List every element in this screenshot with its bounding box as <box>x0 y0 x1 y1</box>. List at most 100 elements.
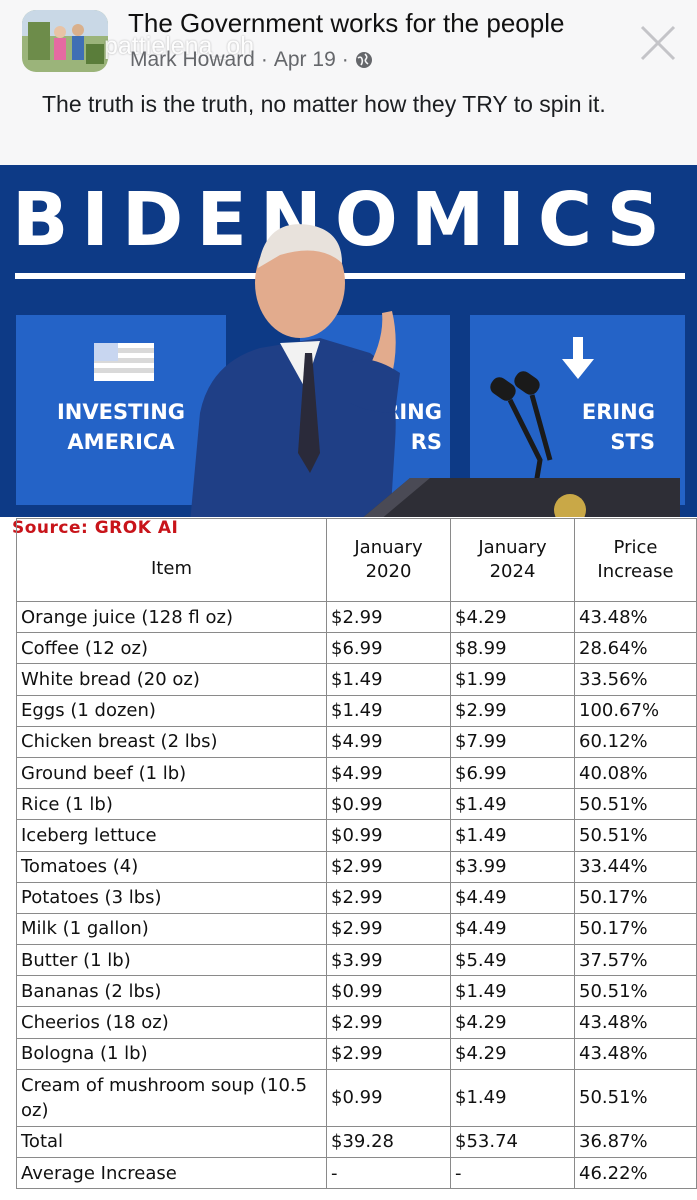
cell-jan2024: $1.99 <box>450 663 575 696</box>
cell-jan2024: $6.99 <box>450 756 575 790</box>
panel-left-text: INVESTING AMERICA <box>56 400 186 454</box>
cell-jan2020: $0.99 <box>326 819 451 852</box>
panel-mid-text: RING RS <box>383 400 442 454</box>
table-row: Coffee (12 oz) $6.99 $8.99 28.64% <box>16 632 697 665</box>
cell-jan2024: $4.49 <box>450 881 575 914</box>
panel-lowering: ERING STS <box>470 315 685 505</box>
cell-increase: 28.64% <box>574 632 697 665</box>
cell-jan2020: $39.28 <box>326 1125 451 1159</box>
cell-jan2024: $1.49 <box>450 788 575 821</box>
cell-jan2020: $4.99 <box>326 725 451 758</box>
cell-increase: 46.22% <box>574 1156 697 1190</box>
table-row: Iceberg lettuce $0.99 $1.49 50.51% <box>16 819 697 852</box>
meta-separator: · <box>341 48 349 71</box>
panel-investing: INVESTING AMERICA <box>16 315 226 505</box>
cell-increase: 60.12% <box>574 725 697 758</box>
cell-jan2024: $53.74 <box>450 1125 575 1159</box>
cell-jan2020: $2.99 <box>326 850 451 883</box>
cell-item: Bologna (1 lb) <box>16 1037 327 1070</box>
table-average-row: Average Increase - -46.22% <box>16 1156 697 1190</box>
table-row: Bologna (1 lb) $2.99 $4.29 43.48% <box>16 1037 697 1070</box>
watermark-text: pattielena_oh <box>104 32 255 60</box>
table-row: Eggs (1 dozen) $1.49 $2.99 100.67% <box>16 694 697 727</box>
group-title[interactable]: The Government works for the people <box>128 8 565 38</box>
flag-icon <box>94 343 154 381</box>
down-arrow-icon <box>562 337 594 379</box>
table-row: Butter (1 lb) $3.99 $5.49 37.57% <box>16 944 697 977</box>
cell-increase: 37.57% <box>574 944 697 977</box>
banner-divider <box>15 273 685 279</box>
table-row: Orange juice (128 fl oz) $2.99 $4.29 43.48% <box>16 600 697 634</box>
close-button[interactable] <box>637 22 679 64</box>
cell-jan2020: $2.99 <box>326 881 451 914</box>
cell-item: Ground beef (1 lb) <box>16 756 327 790</box>
close-icon <box>640 25 676 61</box>
cell-increase: 50.17% <box>574 881 697 914</box>
cell-jan2020: $2.99 <box>326 600 451 634</box>
cell-item: Cream of mushroom soup (10.5 oz) <box>16 1068 327 1127</box>
cell-jan2020: $4.99 <box>326 756 451 790</box>
cell-jan2020: $2.99 <box>326 1037 451 1070</box>
cell-jan2020: $0.99 <box>326 975 451 1008</box>
cell-item: Butter (1 lb) <box>16 944 327 977</box>
cell-increase: 50.51% <box>574 1068 697 1127</box>
cell-jan2020: $6.99 <box>326 632 451 665</box>
table-row: Cheerios (18 oz) $2.99 $4.29 43.48% <box>16 1006 697 1039</box>
cell-jan2024: $8.99 <box>450 632 575 665</box>
cell-increase: 100.67% <box>574 694 697 727</box>
cell-item: Coffee (12 oz) <box>16 632 327 665</box>
table-row: Bananas (2 lbs) $0.99 $1.49 50.51% <box>16 975 697 1008</box>
table-row: Tomatoes (4) $2.99 $3.99 33.44% <box>16 850 697 883</box>
cell-item: Rice (1 lb) <box>16 788 327 821</box>
table-row: Potatoes (3 lbs) $2.99 $4.49 50.17% <box>16 881 697 914</box>
cell-item: Potatoes (3 lbs) <box>16 881 327 914</box>
table-row: Cream of mushroom soup (10.5 oz) $0.99 $1.… <box>16 1068 697 1127</box>
group-avatar[interactable] <box>22 10 108 72</box>
post-header: The Government works for the people patt… <box>0 0 697 165</box>
author-name[interactable]: Mark Howard <box>130 48 255 71</box>
cell-jan2020: $0.99 <box>326 1068 451 1127</box>
cell-jan2020: $2.99 <box>326 1006 451 1039</box>
column-header-increase: Price Increase <box>574 518 697 602</box>
cell-jan2024: $4.29 <box>450 1037 575 1070</box>
cell-jan2024: $4.29 <box>450 600 575 634</box>
cell-increase: 43.48% <box>574 1006 697 1039</box>
cell-jan2020: $2.99 <box>326 912 451 946</box>
table-total-row: Total $39.28 $53.74 36.87% <box>16 1125 697 1159</box>
table-header-row: Item January 2020 January 2024 Price Increa… <box>16 518 697 602</box>
post-date[interactable]: Apr 19 <box>273 48 336 71</box>
cell-jan2024: $2.99 <box>450 694 575 727</box>
post-text: The truth is the truth, no matter how th… <box>42 91 606 117</box>
price-table: Item January 2020 January 2024 Price Increa… <box>16 518 697 1190</box>
cell-jan2024: $5.49 <box>450 944 575 977</box>
cell-increase: 50.51% <box>574 975 697 1008</box>
post-image[interactable]: BIDENOMICS INVESTING AMERICA RING RS ERI… <box>0 165 697 517</box>
cell-item: Total <box>16 1125 327 1159</box>
cell-increase: 43.48% <box>574 600 697 634</box>
cell-item: Eggs (1 dozen) <box>16 694 327 727</box>
globe-icon <box>355 51 373 69</box>
post-meta: Mark Howard · Apr 19 · <box>130 48 373 72</box>
table-row: Ground beef (1 lb) $4.99 $6.99 40.08% <box>16 756 697 790</box>
cell-item: Bananas (2 lbs) <box>16 975 327 1008</box>
cell-item: Average Increase <box>16 1156 327 1190</box>
cell-item: Chicken breast (2 lbs) <box>16 725 327 758</box>
cell-item: Cheerios (18 oz) <box>16 1006 327 1039</box>
cell-jan2024: $4.49 <box>450 912 575 946</box>
table-row: Milk (1 gallon) $2.99 $4.49 50.17% <box>16 912 697 946</box>
cell-jan2024: - <box>450 1156 575 1190</box>
cell-increase: 36.87% <box>574 1125 697 1159</box>
cell-item: Tomatoes (4) <box>16 850 327 883</box>
cell-jan2024: $1.49 <box>450 819 575 852</box>
cell-jan2020: $1.49 <box>326 663 451 696</box>
podium <box>363 478 680 517</box>
column-header-item: Item <box>16 518 327 602</box>
cell-jan2020: $0.99 <box>326 788 451 821</box>
cell-jan2024: $3.99 <box>450 850 575 883</box>
cell-item: Orange juice (128 fl oz) <box>16 600 327 634</box>
table-row: White bread (20 oz) $1.49 $1.99 33.56% <box>16 663 697 696</box>
cell-jan2024: $7.99 <box>450 725 575 758</box>
column-header-jan2020: January 2020 <box>326 518 451 602</box>
cell-jan2024: $1.49 <box>450 1068 575 1127</box>
cell-increase: 50.51% <box>574 819 697 852</box>
